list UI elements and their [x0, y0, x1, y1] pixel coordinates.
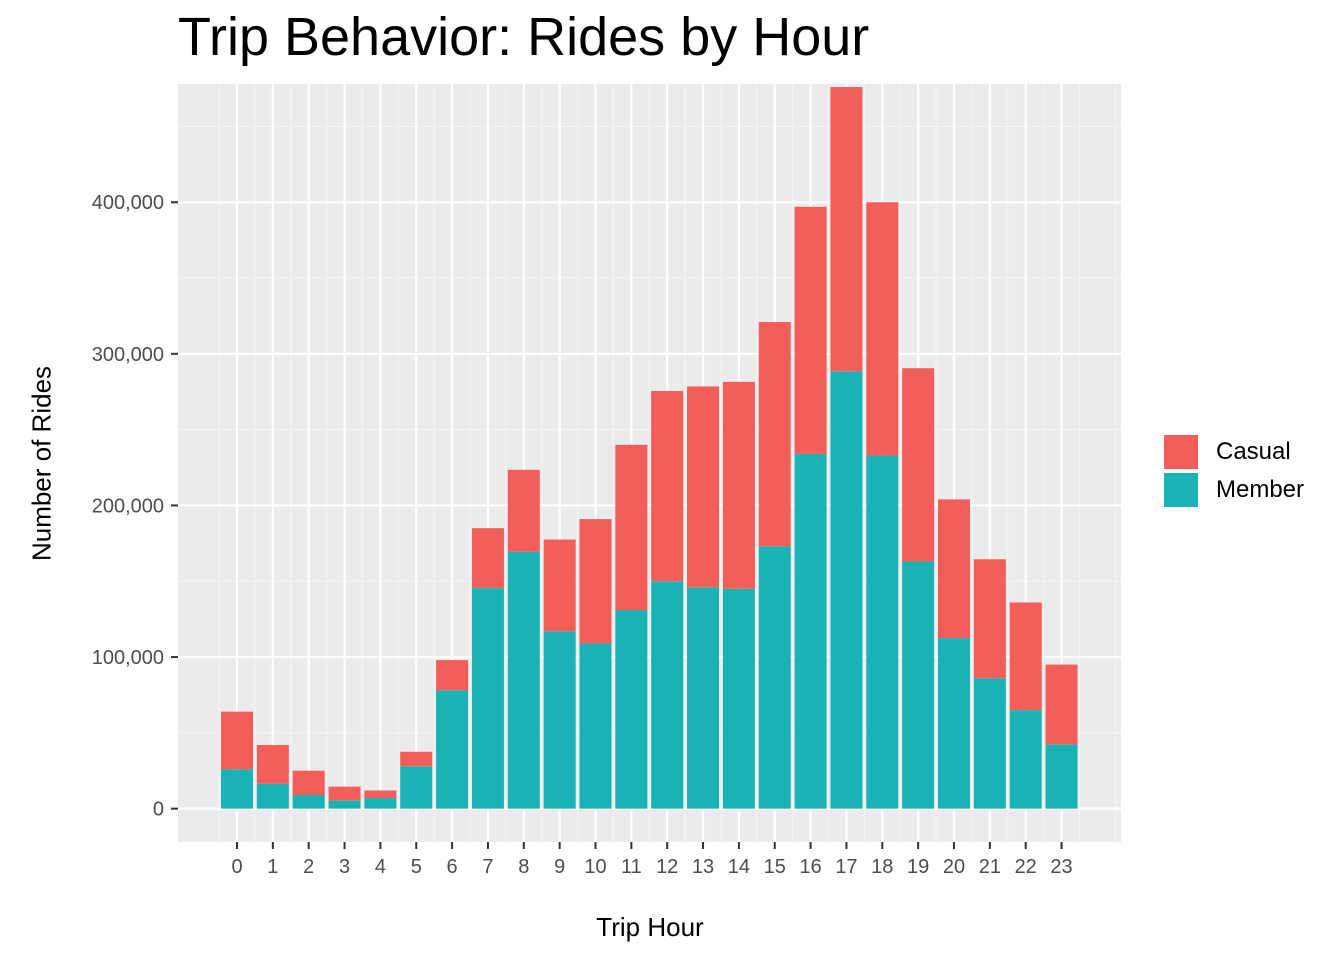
y-tick-label: 400,000	[92, 192, 164, 214]
bar-member-hour-21	[973, 678, 1006, 809]
bar-member-hour-18	[866, 455, 899, 809]
x-tick-label: 8	[518, 856, 529, 878]
x-tick-label: 11	[621, 856, 642, 878]
legend: Casual Member	[1164, 433, 1304, 509]
bar-casual-hour-8	[507, 469, 540, 552]
y-tick-label: 0	[153, 799, 164, 821]
bar-member-hour-9	[543, 631, 576, 809]
bar-casual-hour-2	[292, 770, 325, 796]
bar-casual-hour-19	[902, 368, 935, 562]
x-tick-label: 9	[554, 856, 565, 878]
x-tick-label: 14	[728, 856, 750, 878]
bar-casual-hour-22	[1009, 602, 1042, 711]
x-tick-label: 4	[375, 856, 386, 878]
y-tick-label: 300,000	[92, 344, 164, 366]
x-tick-label: 10	[584, 856, 606, 878]
bar-member-hour-8	[507, 551, 540, 809]
bar-member-hour-3	[328, 800, 361, 809]
legend-item-member: Member	[1164, 471, 1304, 509]
bar-member-hour-13	[687, 587, 720, 809]
x-axis: 0 1 2 3 4 5 6 7 8 9 10 11 12 13 14 15 16 17 18 19 20 21 22 23	[231, 842, 1073, 878]
x-tick-label: 15	[764, 856, 786, 878]
bar-member-hour-23	[1045, 744, 1078, 809]
bar-member-hour-10	[579, 643, 612, 809]
x-tick-label: 18	[871, 856, 893, 878]
legend-label-member: Member	[1216, 476, 1305, 503]
bar-casual-hour-9	[543, 539, 576, 632]
bar-casual-hour-3	[328, 786, 361, 801]
x-tick-label: 19	[907, 856, 929, 878]
x-tick-label: 2	[303, 856, 314, 878]
x-tick-label: 16	[799, 856, 821, 878]
bar-casual-hour-12	[651, 390, 684, 582]
bar-member-hour-16	[794, 453, 827, 809]
chart-title: Trip Behavior: Rides by Hour	[178, 7, 870, 67]
bar-member-hour-17	[830, 371, 863, 809]
bar-casual-hour-21	[973, 559, 1006, 679]
x-tick-label: 5	[411, 856, 422, 878]
x-tick-label: 0	[231, 856, 242, 878]
x-tick-label: 17	[835, 856, 857, 878]
bar-casual-hour-0	[221, 711, 253, 770]
x-tick-label: 21	[979, 856, 1001, 878]
bar-member-hour-19	[902, 561, 935, 809]
bar-member-hour-20	[938, 638, 970, 809]
bar-casual-hour-7	[471, 528, 504, 589]
x-tick-label: 3	[339, 856, 350, 878]
bar-casual-hour-6	[436, 660, 469, 691]
bar-member-hour-0	[221, 769, 253, 809]
bars	[221, 87, 1078, 809]
bar-member-hour-7	[471, 588, 504, 809]
bar-member-hour-12	[651, 581, 684, 809]
bar-casual-hour-17	[830, 87, 863, 372]
bar-member-hour-5	[400, 766, 433, 809]
x-axis-label: Trip Hour	[596, 912, 704, 942]
bar-member-hour-22	[1009, 710, 1042, 809]
bar-casual-hour-10	[579, 519, 612, 644]
bar-member-hour-4	[364, 798, 397, 809]
legend-swatch-member	[1164, 473, 1198, 507]
bar-casual-hour-1	[256, 744, 289, 784]
bar-casual-hour-18	[866, 202, 899, 456]
bar-casual-hour-23	[1045, 664, 1078, 745]
legend-label-casual: Casual	[1216, 438, 1291, 465]
bar-member-hour-2	[292, 795, 325, 809]
x-tick-label: 6	[447, 856, 458, 878]
bar-casual-hour-4	[364, 790, 397, 799]
bar-casual-hour-11	[615, 444, 648, 611]
x-tick-label: 1	[267, 856, 278, 878]
x-tick-label: 23	[1050, 856, 1072, 878]
y-tick-label: 100,000	[92, 647, 164, 669]
bar-member-hour-15	[758, 546, 791, 809]
x-tick-label: 13	[692, 856, 714, 878]
bar-member-hour-6	[436, 690, 469, 809]
bar-casual-hour-16	[794, 206, 827, 454]
y-axis: 0 100,000 200,000 300,000 400,000	[92, 192, 178, 821]
x-tick-label: 20	[943, 856, 965, 878]
x-tick-label: 22	[1015, 856, 1037, 878]
bar-casual-hour-15	[758, 322, 791, 547]
legend-swatch-casual	[1164, 435, 1198, 469]
bar-member-hour-11	[615, 610, 648, 809]
bar-casual-hour-14	[722, 381, 755, 589]
legend-item-casual: Casual	[1164, 433, 1304, 471]
bar-member-hour-1	[256, 783, 289, 809]
bar-casual-hour-13	[687, 386, 720, 588]
y-axis-label: Number of Rides	[26, 365, 57, 562]
x-tick-label: 12	[656, 856, 678, 878]
bar-casual-hour-5	[400, 751, 433, 767]
bar-member-hour-14	[722, 588, 755, 809]
y-tick-label: 200,000	[92, 495, 164, 517]
x-tick-label: 7	[482, 856, 493, 878]
bar-casual-hour-20	[938, 499, 970, 639]
